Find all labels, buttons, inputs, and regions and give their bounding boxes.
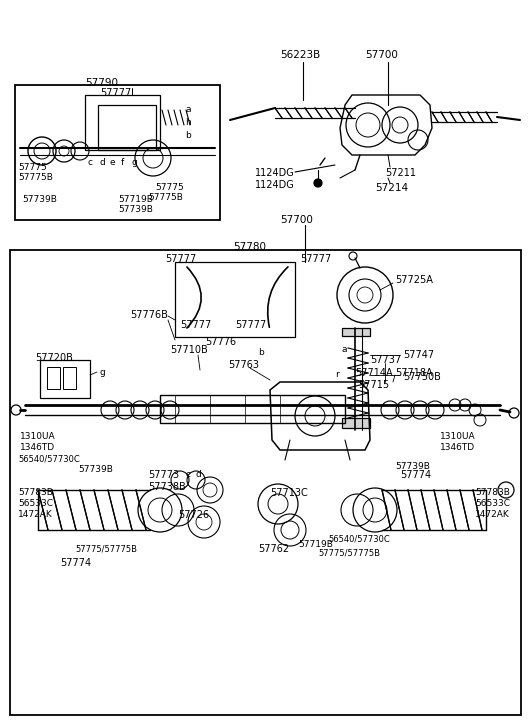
Text: 57725A: 57725A (395, 275, 433, 285)
Bar (98, 105, 156, 150)
Text: d: d (196, 470, 202, 479)
Text: d: d (99, 158, 105, 167)
Text: 57719B: 57719B (118, 195, 153, 204)
Text: a: a (185, 105, 191, 114)
Text: 57747: 57747 (403, 350, 434, 360)
Text: 57777: 57777 (165, 254, 196, 264)
Text: 57783B: 57783B (18, 488, 53, 497)
Text: 57739B: 57739B (22, 195, 57, 204)
Text: 56540/57730C: 56540/57730C (328, 535, 390, 544)
Text: 57777: 57777 (180, 320, 211, 330)
Text: 57739B: 57739B (118, 205, 153, 214)
Text: 56533C: 56533C (18, 499, 53, 508)
Text: c: c (88, 158, 93, 167)
Text: 1124DG: 1124DG (255, 168, 295, 178)
Text: 57777: 57777 (235, 320, 266, 330)
Text: h: h (185, 118, 191, 127)
Text: 57720B: 57720B (35, 353, 73, 363)
Text: 57715: 57715 (358, 380, 389, 390)
Bar (40, 360, 90, 398)
Text: 57700: 57700 (280, 215, 313, 225)
Bar (175, 262, 295, 337)
Text: b: b (258, 348, 264, 357)
Text: 57737: 57737 (370, 355, 401, 365)
Text: 56540/57730C: 56540/57730C (18, 454, 80, 463)
Text: 57776: 57776 (205, 337, 236, 347)
Text: 57738B: 57738B (148, 482, 186, 492)
Text: 57775/57775B: 57775/57775B (75, 545, 137, 554)
Text: 1124DG: 1124DG (255, 180, 295, 190)
Text: 56533C: 56533C (475, 499, 510, 508)
Text: c: c (185, 470, 190, 479)
Text: 57719B: 57719B (298, 540, 333, 549)
Text: 57775/57775B: 57775/57775B (318, 548, 380, 557)
Text: 57211: 57211 (385, 168, 416, 178)
Text: 1346TD: 1346TD (20, 443, 55, 452)
Text: 57710B: 57710B (170, 345, 208, 355)
Text: 56223B: 56223B (280, 50, 320, 60)
Text: 57783B: 57783B (475, 488, 510, 497)
Bar (10, 250, 521, 715)
Bar (85, 95, 160, 150)
Text: 57714A: 57714A (355, 368, 392, 378)
Text: b: b (185, 131, 191, 140)
Text: 57774: 57774 (60, 558, 91, 568)
Text: 1310UA: 1310UA (20, 432, 56, 441)
Text: g: g (100, 368, 106, 377)
Text: 57739B: 57739B (78, 465, 113, 474)
Bar (63, 367, 76, 389)
Text: 57773: 57773 (148, 470, 179, 480)
Text: 57726: 57726 (178, 510, 209, 520)
Text: 57790: 57790 (85, 78, 118, 88)
Text: f: f (121, 158, 124, 167)
Text: 57775: 57775 (155, 183, 184, 192)
Text: 57777: 57777 (300, 254, 331, 264)
Bar (47, 367, 60, 389)
Text: 57780: 57780 (233, 242, 266, 252)
Circle shape (314, 179, 322, 187)
Text: 57214: 57214 (375, 183, 408, 193)
Text: 57713C: 57713C (270, 488, 308, 498)
Bar (160, 395, 345, 423)
Text: 57739B: 57739B (395, 462, 430, 471)
Text: 1472AK: 1472AK (475, 510, 510, 519)
Text: 57763: 57763 (228, 360, 259, 370)
Text: 1472AK: 1472AK (18, 510, 53, 519)
Text: 57775: 57775 (18, 163, 47, 172)
Text: 57777: 57777 (100, 88, 131, 98)
Text: 57774: 57774 (400, 470, 431, 480)
Text: 57750B: 57750B (403, 372, 441, 382)
Text: 57718A: 57718A (395, 368, 433, 378)
Text: e: e (110, 158, 116, 167)
Text: 1346TD: 1346TD (440, 443, 475, 452)
Text: r: r (335, 370, 339, 379)
Bar (342, 418, 370, 428)
Text: 57775B: 57775B (148, 193, 183, 202)
Text: 1310UA: 1310UA (440, 432, 476, 441)
Text: 57775B: 57775B (18, 173, 53, 182)
Text: 57762: 57762 (258, 544, 289, 554)
Text: g: g (132, 158, 138, 167)
Bar (15, 85, 220, 220)
Text: 57776B: 57776B (130, 310, 168, 320)
Bar (342, 328, 370, 336)
Text: a: a (342, 345, 347, 354)
Text: 57700: 57700 (365, 50, 398, 60)
